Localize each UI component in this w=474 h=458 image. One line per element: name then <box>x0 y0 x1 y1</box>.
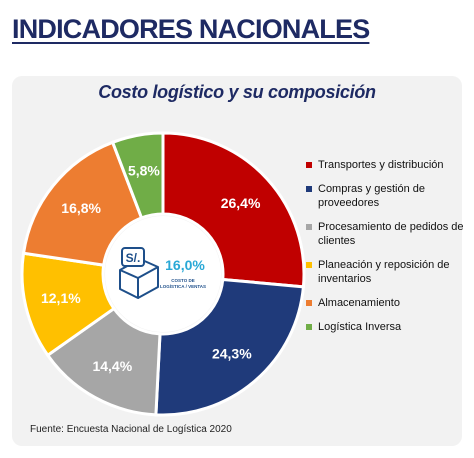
slice-label: 5,8% <box>128 163 160 179</box>
page-title: INDICADORES NACIONALES <box>12 14 370 44</box>
legend-label: Logística Inversa <box>318 321 402 333</box>
legend-label: Planeación y reposición de inventarios <box>318 259 450 285</box>
slice-label: 12,1% <box>41 290 81 306</box>
center-label-line2: LOGÍSTICA / VENTAS <box>160 282 206 289</box>
legend-swatch <box>306 186 312 192</box>
legend-item: Transportes y distribución <box>306 158 466 172</box>
legend-swatch <box>306 300 312 306</box>
legend-label: Almacenamiento <box>318 297 400 309</box>
legend-item: Almacenamiento <box>306 296 466 310</box>
legend-label: Transportes y distribución <box>318 159 444 171</box>
source-note: Fuente: Encuesta Nacional de Logística 2… <box>30 424 232 435</box>
donut-slice <box>21 140 144 267</box>
legend-swatch <box>306 262 312 268</box>
donut-slice <box>110 131 165 220</box>
legend-item: Procesamiento de pedidos de clientes <box>306 220 466 248</box>
legend-swatch <box>306 224 312 230</box>
slice-label: 26,4% <box>221 195 261 211</box>
legend-item: Compras y gestión de proveedores <box>306 182 466 210</box>
chart-legend: Transportes y distribución Compras y gest… <box>306 158 466 344</box>
slice-label: 14,4% <box>92 358 132 374</box>
donut-center <box>105 216 221 332</box>
center-label-line1: COSTO DE <box>171 278 194 283</box>
legend-swatch <box>306 162 312 168</box>
legend-label: Procesamiento de pedidos de clientes <box>318 221 464 247</box>
slice-label: 16,8% <box>61 200 101 216</box>
legend-item: Planeación y reposición de inventarios <box>306 258 466 286</box>
legend-swatch <box>306 324 312 330</box>
legend-label: Compras y gestión de proveedores <box>318 183 425 209</box>
box-icon-text: S/. <box>126 251 141 265</box>
legend-item: Logística Inversa <box>306 320 466 334</box>
slice-label: 24,3% <box>212 345 252 361</box>
donut-slice <box>161 131 306 289</box>
box-icon <box>119 247 159 299</box>
chart-title: Costo logístico y su composición <box>98 82 376 102</box>
donut-slice <box>154 277 306 417</box>
center-value: 16,0% <box>165 257 205 273</box>
